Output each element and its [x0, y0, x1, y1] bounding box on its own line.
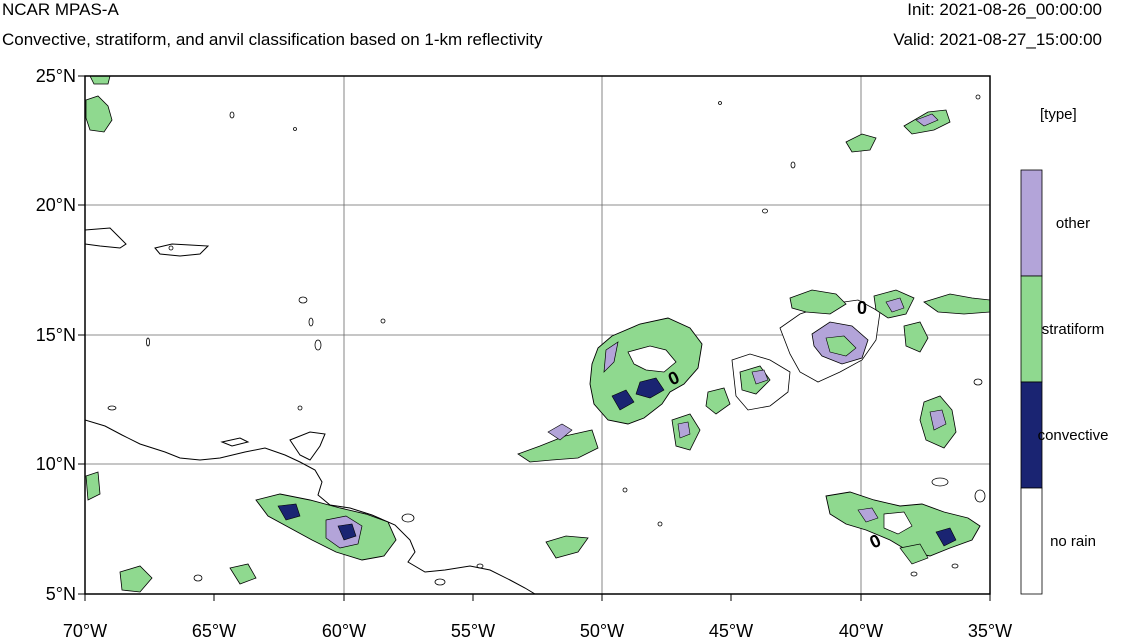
legend-label-convective: convective [1018, 427, 1128, 444]
legend-label-stratiform: stratiform [1018, 321, 1128, 338]
legend-label-other: other [1018, 215, 1128, 232]
map-plot-area: 0 0 0 [85, 76, 990, 594]
legend-label-no-rain: no rain [1018, 533, 1128, 550]
lon-tick-label: 65°W [192, 621, 236, 641]
lat-tick-label: 10°N [36, 454, 76, 474]
lat-tick-label: 15°N [36, 325, 76, 345]
lon-tick-label: 35°W [968, 621, 1012, 641]
lon-tick-label: 60°W [322, 621, 366, 641]
lat-labels: 25°N 20°N 15°N 10°N 5°N [36, 66, 76, 604]
contour-label: 0 [857, 298, 867, 318]
map-panel: 0 0 0 25°N 20°N 15°N 10°N 5°N 70°W 65°W … [0, 0, 1128, 641]
legend-title: [type] [1040, 106, 1077, 123]
legend-colorbar [1021, 170, 1042, 594]
lat-tick-label: 5°N [46, 584, 76, 604]
lon-tick-label: 40°W [839, 621, 883, 641]
lon-tick-label: 55°W [451, 621, 495, 641]
lat-tick-label: 25°N [36, 66, 76, 86]
lon-tick-label: 45°W [709, 621, 753, 641]
lat-tick-label: 20°N [36, 195, 76, 215]
lon-tick-label: 50°W [580, 621, 624, 641]
lon-tick-label: 70°W [63, 621, 107, 641]
lon-labels: 70°W 65°W 60°W 55°W 50°W 45°W 40°W 35°W [63, 621, 1012, 641]
